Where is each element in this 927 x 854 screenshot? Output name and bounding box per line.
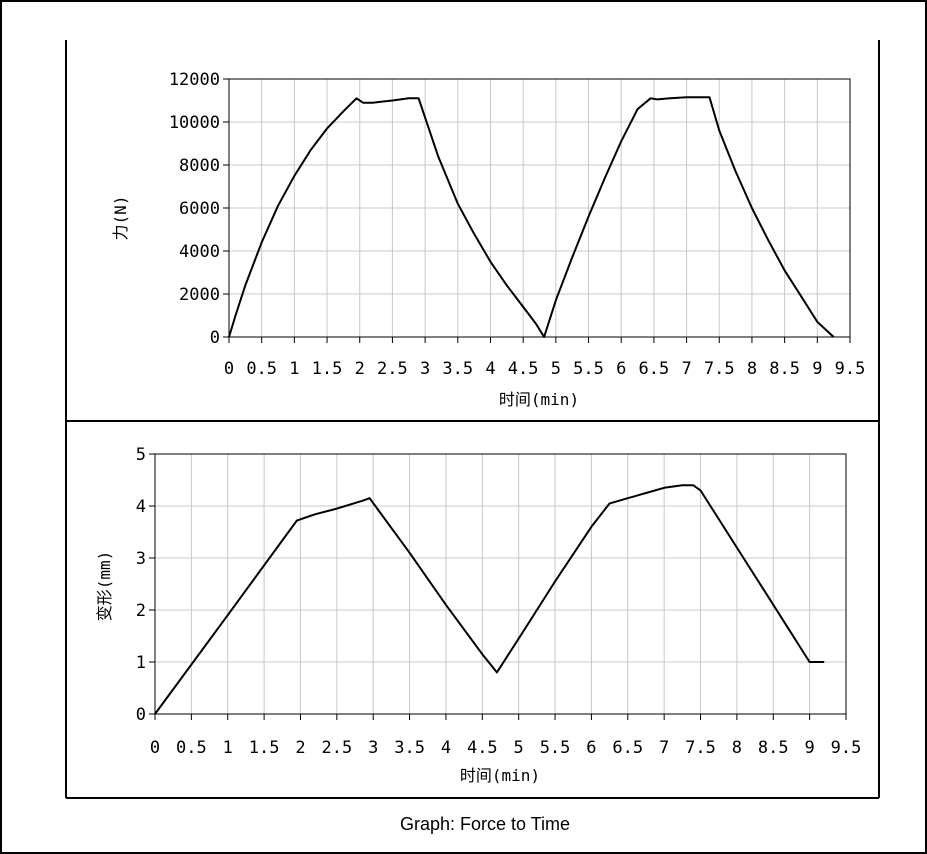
force-y-tick-label: 8000 [179,156,220,176]
force-y-axis-label: 力(N) [111,196,130,241]
force-x-tick-label: 1.5 [312,359,343,379]
deformation-x-ticks: 0 0.5 1 1.5 2 2.5 3 3.5 4 4.5 5 5.5 6 6.5 7 7.5 8 8.5 9 9.5 [150,714,861,758]
force-x-tick-label: 5.5 [573,359,604,379]
deformation-y-ticks: 0 1 2 3 4 5 [136,445,155,725]
force-y-tick-label: 6000 [179,199,220,219]
deformation-x-tick-label: 5.5 [540,738,571,758]
deformation-x-axis-label: 时间(min) [460,766,540,785]
force-x-tick-label: 3 [420,359,430,379]
force-x-tick-label: 7.5 [704,359,735,379]
force-x-tick-label: 6.5 [639,359,670,379]
deformation-x-tick-label: 6.5 [612,738,643,758]
force-x-tick-label: 4 [485,359,495,379]
force-x-tick-label: 6 [616,359,626,379]
deformation-x-tick-label: 8.5 [758,738,789,758]
deformation-x-tick-label: 1.5 [249,738,280,758]
deformation-x-tick-label: 9 [805,738,815,758]
force-y-tick-label: 2000 [179,285,220,305]
force-x-tick-label: 2 [355,359,365,379]
force-x-tick-label: 8.5 [769,359,800,379]
deformation-series [154,484,825,715]
deformation-x-tick-label: 9.5 [831,738,862,758]
figure-caption: Graph: Force to Time [400,814,570,834]
force-x-tick-label: 8 [747,359,757,379]
deformation-chart-grid [154,453,847,715]
deformation-plot-area [154,453,847,715]
deformation-y-tick-label: 0 [136,705,146,725]
force-y-tick-label: 4000 [179,242,220,262]
force-series-line [228,96,835,338]
force-y-tick-label: 12000 [169,70,220,90]
deformation-x-tick-label: 0 [150,738,160,758]
deformation-y-tick-label: 2 [136,601,146,621]
force-chart-grid [228,78,851,338]
deformation-x-tick-label: 0.5 [176,738,207,758]
force-x-tick-label: 0 [224,359,234,379]
deformation-x-tick-label: 2 [295,738,305,758]
deformation-series-line [154,484,825,715]
force-y-ticks: 0 2000 4000 6000 8000 10000 12000 [169,70,229,348]
deformation-x-tick-label: 7 [659,738,669,758]
deformation-x-tick-label: 2.5 [321,738,352,758]
deformation-y-axis-label: 变形(mm) [95,551,114,622]
deformation-x-tick-label: 8 [732,738,742,758]
force-x-tick-label: 0.5 [246,359,277,379]
deformation-x-tick-label: 4 [441,738,451,758]
force-x-tick-label: 5 [551,359,561,379]
deformation-x-tick-label: 4.5 [467,738,498,758]
force-x-tick-label: 2.5 [377,359,408,379]
force-x-tick-label: 4.5 [508,359,539,379]
force-series [228,96,835,338]
deformation-chart: 0 0.5 1 1.5 2 2.5 3 3.5 4 4.5 5 5.5 6 6.5 7 7.5 8 8.5 9 9.5… [95,445,861,785]
deformation-y-tick-label: 1 [136,653,146,673]
force-x-axis-label: 时间(min) [499,390,579,409]
deformation-x-tick-label: 7.5 [685,738,716,758]
force-x-tick-label: 1 [289,359,299,379]
force-x-tick-label: 7 [681,359,691,379]
force-y-tick-label: 0 [210,328,220,348]
deformation-y-tick-label: 3 [136,549,146,569]
deformation-y-tick-label: 4 [136,497,146,517]
force-y-tick-label: 10000 [169,113,220,133]
deformation-x-tick-label: 3 [368,738,378,758]
deformation-x-tick-label: 6 [586,738,596,758]
force-chart: 0 0.5 1 1.5 2 2.5 3 3.5 4 4.5 5 5.5 6 6.5 7 7.5 8 8.5 9 9.5… [111,70,865,409]
force-x-ticks: 0 0.5 1 1.5 2 2.5 3 3.5 4 4.5 5 5.5 6 6.5 7 7.5 8 8.5 9 9.5 [224,337,865,379]
force-x-tick-label: 9.5 [835,359,866,379]
deformation-y-tick-label: 5 [136,445,146,465]
deformation-x-tick-label: 3.5 [394,738,425,758]
force-x-tick-label: 3.5 [442,359,473,379]
force-x-tick-label: 9 [812,359,822,379]
deformation-x-tick-label: 1 [223,738,233,758]
deformation-x-tick-label: 5 [514,738,524,758]
